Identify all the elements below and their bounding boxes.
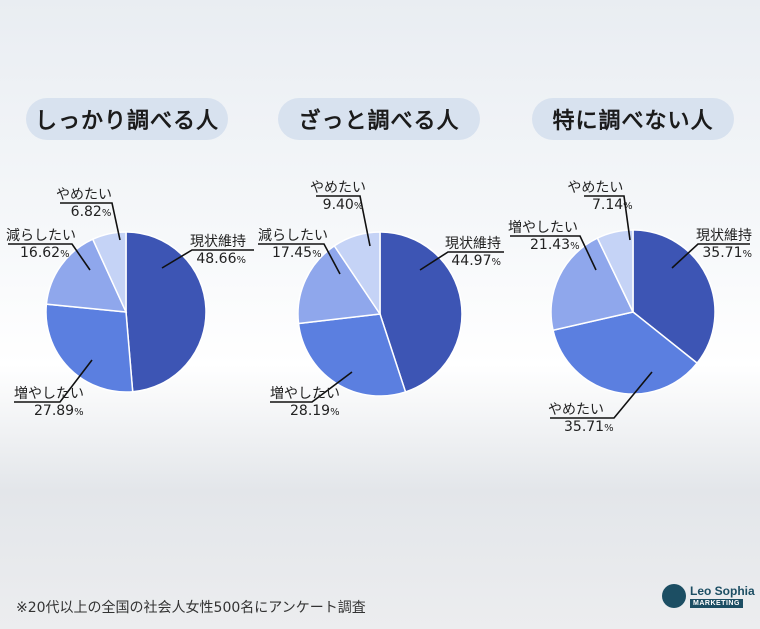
pie-chart-2 — [297, 231, 463, 397]
chart-2-label-herashitai: 減らしたい 17.45% — [258, 228, 328, 261]
pie-3-slice-1 — [632, 229, 716, 365]
pie-2-slice-2 — [297, 313, 407, 397]
chart-3-label-genjo: 現状維持 35.71% — [696, 228, 752, 261]
logo-sub: MARKETING — [690, 599, 743, 608]
chart-3-label-yametai-small: やめたい 7.14% — [567, 180, 633, 213]
chart-1-title: しっかり調べる人 — [26, 98, 228, 140]
logo-name: Leo Sophia — [690, 584, 755, 598]
chart-2-title: ざっと調べる人 — [278, 98, 480, 140]
chart-3-label-yametai-main: やめたい 35.71% — [548, 402, 614, 435]
chart-1-label-yametai: やめたい 6.82% — [56, 187, 112, 220]
leader-line-5 — [419, 251, 504, 271]
chart-1-label-fuyashitai: 増やしたい 27.89% — [14, 386, 84, 419]
leader-line-1 — [161, 249, 254, 269]
leader-line-9 — [671, 243, 750, 269]
pie-2-slice-4 — [333, 231, 381, 317]
leader-line-4 — [60, 202, 121, 241]
pie-2-slice-1 — [379, 231, 463, 393]
pie-chart-1 — [45, 231, 207, 393]
leader-lines — [8, 195, 750, 419]
leader-line-3 — [8, 243, 91, 271]
footnote: ※20代以上の全国の社会人女性500名にアンケート調査 — [16, 600, 366, 616]
chart-2-label-fuyashitai: 増やしたい 28.19% — [270, 386, 340, 419]
chart-2-label-genjo: 現状維持 44.97% — [445, 236, 501, 269]
chart-1-label-genjo: 現状維持 48.66% — [190, 234, 246, 267]
pie-3-slice-3 — [550, 237, 635, 332]
brand-logo: Leo Sophia MARKETING — [662, 584, 755, 610]
chart-2-label-yametai: やめたい 9.40% — [310, 180, 366, 213]
leader-line-8 — [316, 195, 371, 247]
leader-line-11 — [510, 235, 597, 271]
leader-line-6 — [270, 371, 353, 403]
leader-line-7 — [258, 243, 341, 275]
leader-line-2 — [14, 359, 93, 403]
pie-3-slice-2 — [552, 311, 699, 395]
pie-1-slice-3 — [45, 238, 128, 313]
pie-1-slice-1 — [125, 231, 207, 393]
chart-3-title: 特に調べない人 — [532, 98, 734, 140]
lion-icon — [662, 584, 686, 608]
pie-1-slice-2 — [45, 303, 134, 393]
pie-3-slice-4 — [596, 229, 634, 313]
chart-1-label-herashitai: 減らしたい 16.62% — [6, 228, 76, 261]
pie-1-slice-4 — [91, 231, 127, 313]
leader-line-10 — [550, 371, 653, 419]
pie-2-slice-3 — [297, 244, 382, 325]
leader-line-12 — [584, 195, 631, 241]
pie-chart-3 — [550, 229, 716, 395]
chart-3-label-fuyashitai: 増やしたい 21.43% — [508, 220, 580, 253]
